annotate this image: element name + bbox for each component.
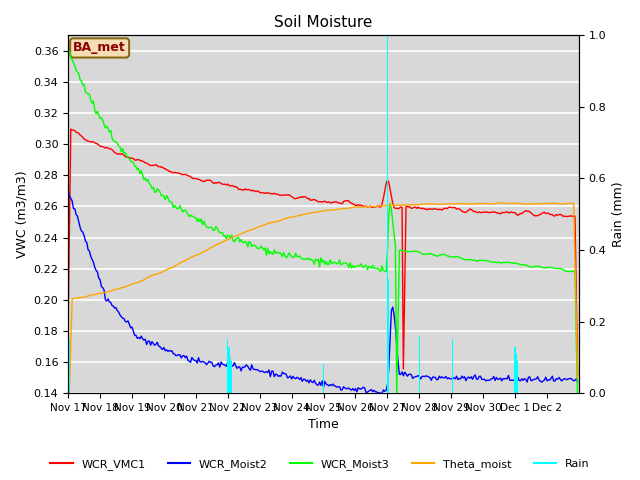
Bar bbox=[69, 339, 70, 393]
Bar bbox=[515, 347, 516, 393]
Bar bbox=[323, 364, 324, 393]
Bar bbox=[516, 354, 517, 393]
Y-axis label: VWC (m3/m3): VWC (m3/m3) bbox=[15, 170, 28, 258]
Bar bbox=[227, 339, 228, 393]
Title: Soil Moisture: Soil Moisture bbox=[275, 15, 372, 30]
Text: BA_met: BA_met bbox=[73, 41, 126, 54]
X-axis label: Time: Time bbox=[308, 419, 339, 432]
Bar bbox=[230, 357, 231, 393]
Bar bbox=[387, 36, 388, 393]
Bar bbox=[388, 278, 389, 393]
Bar bbox=[517, 361, 518, 393]
Bar bbox=[452, 339, 453, 393]
Bar bbox=[231, 361, 232, 393]
Legend: WCR_VMC1, WCR_Moist2, WCR_Moist3, Theta_moist, Rain: WCR_VMC1, WCR_Moist2, WCR_Moist3, Theta_… bbox=[46, 455, 594, 474]
Bar bbox=[228, 347, 230, 393]
Bar bbox=[419, 336, 420, 393]
Y-axis label: Rain (mm): Rain (mm) bbox=[612, 181, 625, 247]
